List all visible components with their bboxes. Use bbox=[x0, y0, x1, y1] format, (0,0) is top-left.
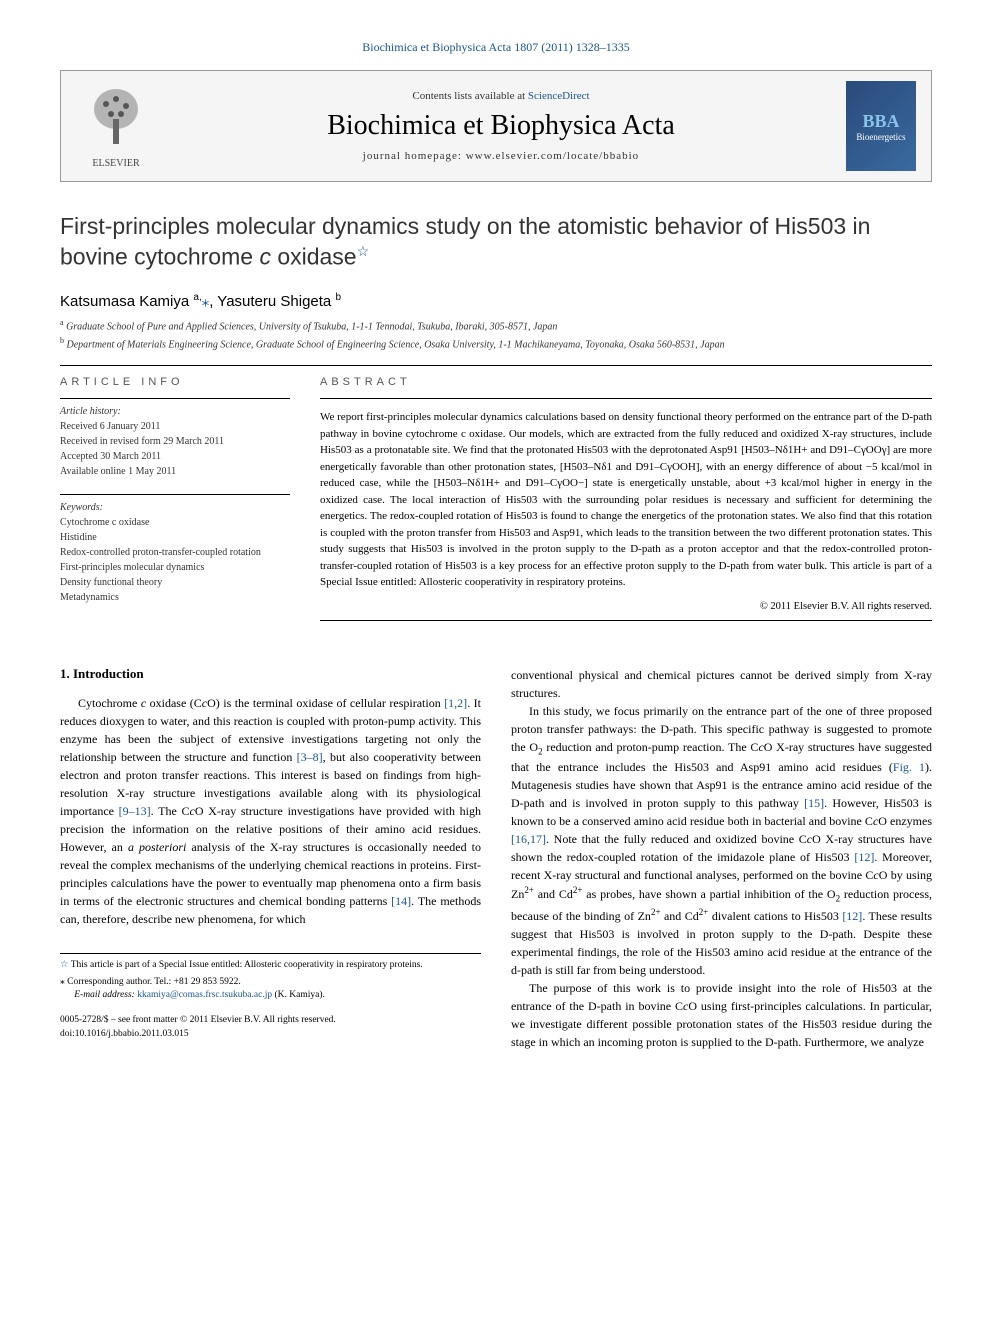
author-2: , Yasuteru Shigeta bbox=[209, 293, 335, 310]
email-link[interactable]: kkamiya@comas.frsc.tsukuba.ac.jp bbox=[137, 990, 272, 1000]
title-footnote-star[interactable]: ☆ bbox=[357, 243, 370, 259]
body-columns: 1. Introduction Cytochrome c oxidase (Cc… bbox=[60, 666, 932, 1052]
intro-paragraph-1: Cytochrome c oxidase (CcO) is the termin… bbox=[60, 694, 481, 928]
intro-paragraph-4: The purpose of this work is to provide i… bbox=[511, 979, 932, 1051]
header-center: Contents lists available at ScienceDirec… bbox=[156, 90, 846, 162]
intro-paragraph-2: conventional physical and chemical pictu… bbox=[511, 666, 932, 702]
authors: Katsumasa Kamiya a,⁎, Yasuteru Shigeta b bbox=[60, 292, 932, 310]
right-column: conventional physical and chemical pictu… bbox=[511, 666, 932, 1052]
article-info-label: ARTICLE INFO bbox=[60, 376, 290, 388]
elsevier-logo: ELSEVIER bbox=[76, 81, 156, 171]
ref-link[interactable]: [12] bbox=[854, 850, 874, 864]
abstract-text: We report first-principles molecular dyn… bbox=[320, 409, 932, 591]
footnotes: ☆ This article is part of a Special Issu… bbox=[60, 953, 481, 1003]
journal-name: Biochimica et Biophysica Acta bbox=[156, 110, 846, 142]
author-1: Katsumasa Kamiya bbox=[60, 293, 193, 310]
section-heading-intro: 1. Introduction bbox=[60, 666, 481, 682]
top-citation: Biochimica et Biophysica Acta 1807 (2011… bbox=[60, 40, 932, 55]
intro-paragraph-3: In this study, we focus primarily on the… bbox=[511, 702, 932, 980]
bba-subtitle: Bioenergetics bbox=[856, 132, 905, 142]
divider bbox=[60, 494, 290, 495]
top-citation-text[interactable]: Biochimica et Biophysica Acta 1807 (2011… bbox=[362, 40, 630, 54]
ref-link[interactable]: [14] bbox=[391, 894, 411, 908]
bottom-publication-info: 0005-2728/$ – see front matter © 2011 El… bbox=[60, 1014, 481, 1041]
contents-line: Contents lists available at ScienceDirec… bbox=[156, 90, 846, 102]
abstract-label: ABSTRACT bbox=[320, 376, 932, 388]
ref-link[interactable]: [15] bbox=[804, 796, 824, 810]
sciencedirect-link[interactable]: ScienceDirect bbox=[528, 90, 590, 102]
abstract-column: ABSTRACT We report first-principles mole… bbox=[320, 376, 932, 641]
keywords: Keywords: Cytochrome c oxidase Histidine… bbox=[60, 500, 290, 605]
divider bbox=[320, 398, 932, 399]
journal-header: ELSEVIER Contents lists available at Sci… bbox=[60, 70, 932, 182]
elsevier-label: ELSEVIER bbox=[92, 158, 139, 169]
footnote-star-icon: ☆ bbox=[60, 960, 69, 970]
ref-link[interactable]: [1,2] bbox=[444, 696, 467, 710]
elsevier-tree-icon bbox=[86, 84, 146, 154]
ref-link[interactable]: [16,17] bbox=[511, 832, 546, 846]
ref-link[interactable]: [3–8] bbox=[297, 750, 323, 764]
bba-cover-icon: BBA Bioenergetics bbox=[846, 81, 916, 171]
article-history: Article history: Received 6 January 2011… bbox=[60, 404, 290, 479]
divider bbox=[60, 398, 290, 399]
bba-abbrev: BBA bbox=[862, 111, 899, 132]
article-title: First-principles molecular dynamics stud… bbox=[60, 212, 932, 272]
divider bbox=[320, 620, 932, 621]
affiliation-b: b Department of Materials Engineering Sc… bbox=[60, 336, 932, 350]
journal-homepage: journal homepage: www.elsevier.com/locat… bbox=[156, 150, 846, 162]
article-info-column: ARTICLE INFO Article history: Received 6… bbox=[60, 376, 290, 641]
left-column: 1. Introduction Cytochrome c oxidase (Cc… bbox=[60, 666, 481, 1052]
fig-link[interactable]: Fig. 1 bbox=[893, 760, 925, 774]
affiliation-a: a Graduate School of Pure and Applied Sc… bbox=[60, 318, 932, 332]
divider bbox=[60, 365, 932, 366]
ref-link[interactable]: [9–13] bbox=[119, 804, 151, 818]
abstract-copyright: © 2011 Elsevier B.V. All rights reserved… bbox=[320, 601, 932, 612]
ref-link[interactable]: [12] bbox=[842, 909, 862, 923]
